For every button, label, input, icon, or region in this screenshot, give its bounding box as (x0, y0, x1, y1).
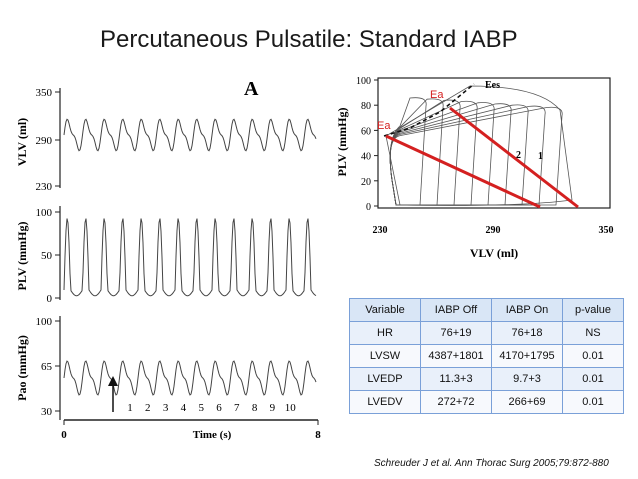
ea-line-iabp-on (385, 134, 541, 209)
vlv-trace (63, 118, 317, 152)
table-row: LVSW 4387+1801 4170+1795 0.01 (349, 344, 624, 368)
panel-letter: A (244, 78, 259, 100)
vlv-tick-mid: 290 (36, 135, 53, 147)
pv-loop (389, 106, 563, 206)
beat-number-1: 1 (127, 402, 133, 414)
vlv-ylabel: VLV (ml) (15, 118, 29, 166)
citation: Schreuder J et al. Ann Thorac Surg 2005;… (374, 458, 609, 469)
pv-x-tick-290: 290 (486, 225, 501, 236)
table-cell: 4387+1801 (420, 344, 492, 368)
table-cell: 266+69 (491, 390, 563, 414)
ees-line (383, 83, 475, 137)
table-row: LVEDV 272+72 266+69 0.01 (349, 390, 624, 414)
beat-number-7: 7 (234, 402, 240, 414)
beat-number-2: 2 (145, 402, 151, 414)
pv-x-ticks: 230 290 350 (373, 225, 614, 236)
beat-numbers: 1 2 3 4 5 6 7 8 9 10 (127, 402, 296, 414)
pv-y-tick-80: 80 (361, 101, 371, 112)
beat-number-10: 10 (285, 402, 297, 414)
time-axis: 0 8 Time (s) (61, 419, 321, 441)
table-header: IABP Off (420, 298, 492, 322)
table-cell: 4170+1795 (491, 344, 563, 368)
pv-loop-chart: 100 80 60 40 20 0 230 290 350 PLV (mmHg) VLV (m… (335, 76, 614, 260)
table-cell: HR (349, 321, 421, 345)
table-row: LVEDP 11.3+3 9.7+3 0.01 (349, 367, 624, 391)
table-cell: 76+19 (420, 321, 492, 345)
beat-number-3: 3 (163, 402, 169, 414)
table-cell: 76+18 (491, 321, 563, 345)
pv-x-tick-230: 230 (373, 225, 388, 236)
beat-number-5: 5 (198, 402, 204, 414)
loop-label-2: 2 (516, 150, 521, 161)
plv-tick-bottom: 0 (47, 293, 53, 305)
pv-y-tick-60: 60 (361, 126, 371, 137)
pv-y-tick-0: 0 (366, 202, 371, 213)
pv-loop-traces (385, 85, 573, 206)
time-tick-0: 0 (61, 429, 67, 441)
ea-line-iabp-off (449, 106, 579, 209)
plv-ylabel: PLV (mmHg) (15, 221, 29, 290)
table-cell: 9.7+3 (491, 367, 563, 391)
table-header: Variable (349, 298, 421, 322)
pv-y-tick-100: 100 (356, 76, 371, 87)
table-header: p-value (562, 298, 624, 322)
loop-label-1: 1 (538, 151, 543, 162)
table-header: IABP On (491, 298, 563, 322)
beat-number-9: 9 (270, 402, 276, 414)
table-cell: LVSW (349, 344, 421, 368)
plv-panel: 100 50 0 PLV (mmHg) (15, 206, 317, 305)
pao-tick-top: 100 (36, 316, 53, 328)
pao-tick-mid: 65 (41, 361, 53, 373)
pv-y-ticks: 100 80 60 40 20 0 (356, 76, 378, 213)
table-cell: 0.01 (562, 367, 624, 391)
pv-plot-frame (377, 77, 611, 209)
pv-y-tick-40: 40 (361, 152, 371, 163)
vlv-tick-top: 350 (36, 87, 53, 99)
pv-loop-baseline (385, 85, 573, 206)
table-cell: LVEDV (349, 390, 421, 414)
table-cell: 0.01 (562, 344, 624, 368)
pv-x-tick-350: 350 (599, 225, 614, 236)
table-cell: NS (562, 321, 624, 345)
pao-trace (63, 360, 317, 396)
plv-tick-mid: 50 (41, 250, 53, 262)
results-table: Variable IABP Off IABP On p-value HR 76+… (349, 298, 624, 414)
table-cell: LVEDP (349, 367, 421, 391)
ees-label: Ees (485, 80, 500, 91)
pv-xlabel: VLV (ml) (470, 246, 518, 260)
beat-number-4: 4 (181, 402, 187, 414)
ea-label-top: Ea (430, 89, 444, 101)
pao-ylabel: Pao (mmHg) (15, 335, 29, 401)
plv-tick-top: 100 (36, 207, 53, 219)
time-tick-8: 8 (315, 429, 321, 441)
table-header-row: Variable IABP Off IABP On p-value (349, 298, 624, 322)
pv-loop (389, 98, 444, 206)
pv-y-tick-20: 20 (361, 177, 371, 188)
table-cell: 0.01 (562, 390, 624, 414)
time-axis-label: Time (s) (193, 429, 232, 441)
table-cell: 272+72 (420, 390, 492, 414)
vlv-tick-bottom: 230 (36, 181, 53, 193)
ea-label-left: Ea (377, 120, 391, 132)
table-row: HR 76+19 76+18 NS (349, 321, 624, 345)
table-cell: 11.3+3 (420, 367, 492, 391)
beat-number-6: 6 (216, 402, 222, 414)
vlv-panel: 350 290 230 VLV (ml) (15, 87, 317, 193)
slide-title: Percutaneous Pulsatile: Standard IABP (100, 26, 518, 53)
plv-trace (63, 218, 317, 297)
pao-panel: 100 65 30 Pao (mmHg) 1 2 3 4 5 6 7 8 9 10 (15, 316, 317, 420)
beat-number-8: 8 (252, 402, 258, 414)
pao-tick-bottom: 30 (41, 406, 53, 418)
pv-ylabel: PLV (mmHg) (335, 107, 349, 176)
iabp-start-arrow-icon (108, 376, 118, 386)
